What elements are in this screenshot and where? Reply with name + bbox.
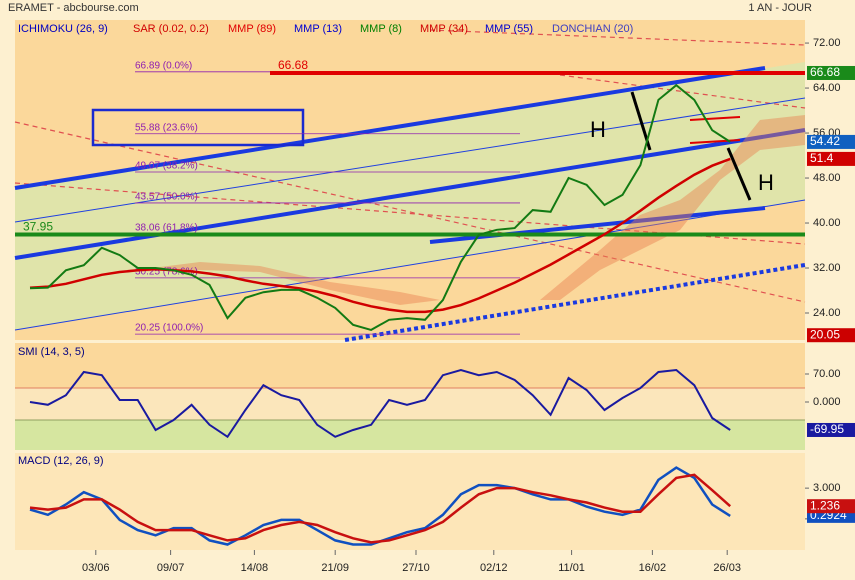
value-label: -69.95 [810, 422, 844, 436]
y-tick-label: 72.00 [813, 37, 841, 49]
y-tick-label: 70.00 [813, 368, 841, 380]
value-label: 1.236 [810, 498, 840, 512]
level-label: 66.68 [278, 58, 308, 72]
annotation: H [590, 117, 606, 142]
legend-entry: MMP (34) [420, 23, 468, 35]
channel-line [14, 128, 806, 260]
x-tick-label: 16/02 [639, 562, 667, 574]
panel-title: MACD (12, 26, 9) [18, 455, 104, 467]
x-tick-label: 26/03 [713, 562, 741, 574]
legend-entry: MMP (8) [360, 23, 402, 35]
data-line [29, 157, 731, 314]
smi-zone [15, 343, 805, 388]
value-label-bg [807, 422, 855, 437]
value-label: 54.42 [810, 134, 840, 148]
y-tick-label: 24.00 [813, 307, 841, 319]
pattern-stroke [726, 147, 752, 201]
legend-entry: MMP (13) [294, 23, 342, 35]
legend-entry: SAR (0.02, 0.2) [133, 23, 209, 35]
pattern-stroke [689, 116, 741, 121]
value-label-bg [807, 499, 855, 514]
pattern-stroke [689, 139, 741, 144]
x-tick-label: 09/07 [157, 562, 185, 574]
value-label-bg [807, 134, 855, 149]
annotation: H [758, 170, 774, 195]
header-title: ERAMET - abcbourse.com [8, 2, 139, 14]
y-tick-label: 32.00 [813, 262, 841, 274]
value-label-bg [807, 151, 855, 166]
fibonacci-label: 43.57 (50.0%) [135, 192, 198, 203]
legend-entry: MMP (55) [485, 23, 533, 35]
channel-line [344, 263, 806, 342]
fibonacci-label: 49.07 (38.2%) [135, 161, 198, 172]
price-label: 20.05 [810, 327, 840, 341]
x-tick-label: 27/10 [402, 562, 430, 574]
data-line [29, 83, 731, 331]
y-tick-label: 3.000 [813, 482, 841, 494]
x-tick-label: 02/12 [480, 562, 508, 574]
header-period: 1 AN - JOUR [748, 2, 812, 14]
x-tick-label: 03/06 [82, 562, 110, 574]
fibonacci-label: 66.89 (0.0%) [135, 60, 192, 71]
fibonacci-label: 55.88 (23.6%) [135, 122, 198, 133]
smi-zone [15, 420, 805, 450]
fibonacci-label: 20.25 (100.0%) [135, 323, 203, 334]
channel-line [14, 199, 806, 331]
x-tick-label: 14/08 [241, 562, 269, 574]
channel-line [14, 97, 806, 223]
value-label: 51.4 [810, 151, 834, 165]
data-line [29, 473, 732, 544]
legend-entry: DONCHIAN (20) [552, 23, 633, 35]
panel-title: SMI (14, 3, 5) [18, 346, 85, 358]
price-label-bg [807, 65, 855, 80]
legend-entry: MMP (89) [228, 23, 276, 35]
price-label-bg [807, 328, 855, 343]
legend-entry: ICHIMOKU (26, 9) [18, 23, 108, 35]
x-tick-label: 11/01 [558, 562, 585, 574]
y-tick-label: 48.00 [813, 172, 841, 184]
x-tick-label: 21/09 [321, 562, 349, 574]
fibonacci-label: 30.25 (78.6%) [135, 266, 198, 277]
trend-line [14, 121, 806, 303]
price-label: 66.68 [810, 65, 840, 79]
data-line [29, 368, 731, 439]
ichimoku-cloud [540, 115, 805, 300]
fibonacci-label: 38.06 (61.8%) [135, 223, 198, 234]
level-label: 37.95 [23, 220, 53, 234]
channel-line [14, 66, 766, 190]
y-tick-label: 40.00 [813, 217, 841, 229]
y-tick-label: 0.000 [813, 396, 841, 408]
y-tick-label: 64.00 [813, 82, 841, 94]
highlight-box [91, 108, 305, 147]
ichimoku-cloud [120, 262, 440, 305]
